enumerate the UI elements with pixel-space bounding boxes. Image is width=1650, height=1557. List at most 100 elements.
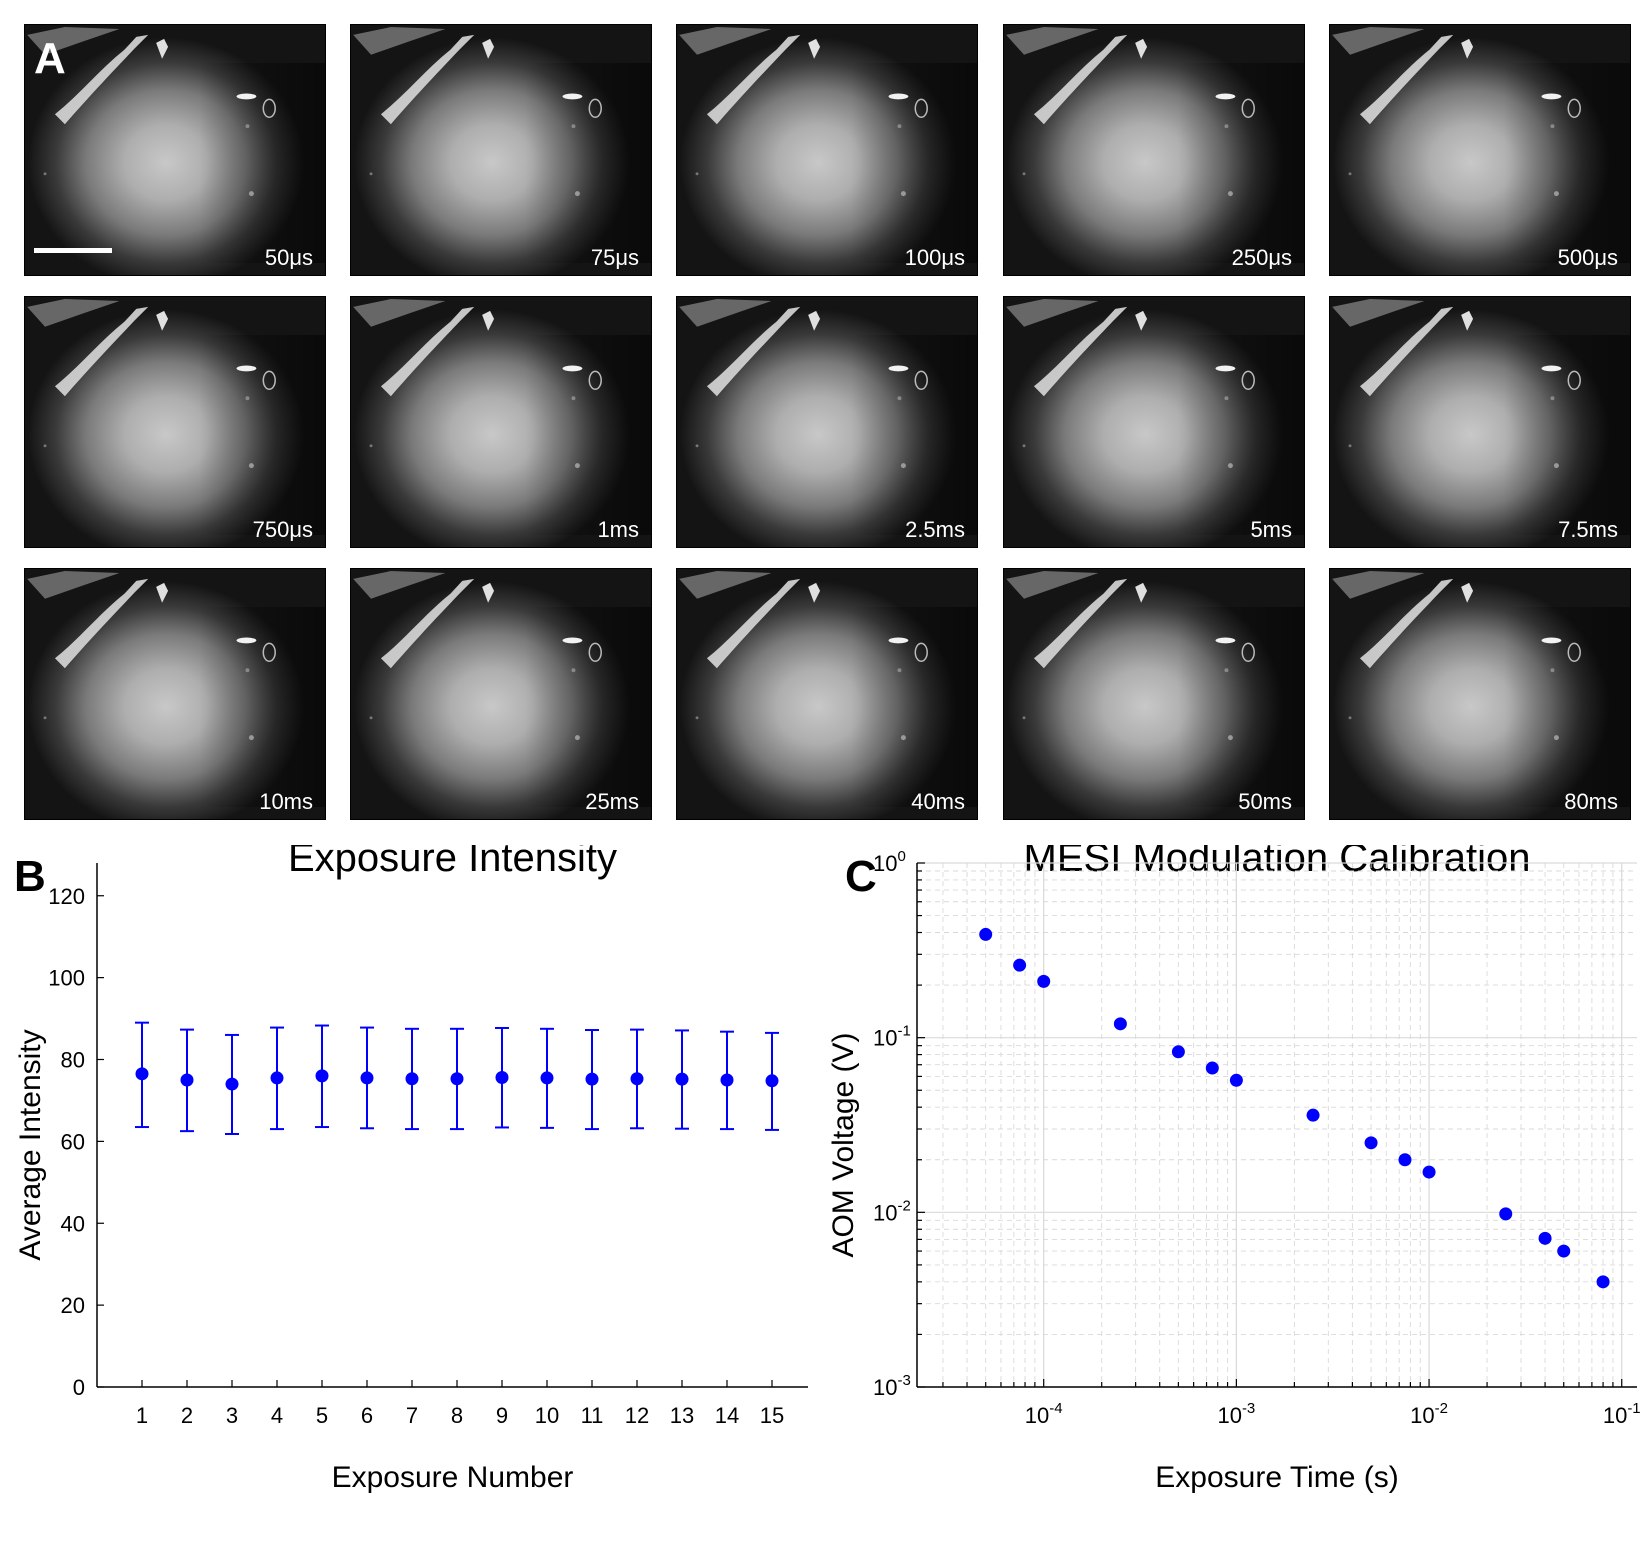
exposure-time-label: 75μs [591,245,639,271]
tick-exponent: 0 [897,848,905,865]
exposure-time-label: 100μs [905,245,965,271]
exposure-image-grid: 50μs 75μs 100μs 250μs 500μs 750μs 1ms 2.5ms 5ms 7… [24,24,1631,820]
bone-edge-image [27,570,276,741]
exposure-time-value: 40ms [911,789,965,814]
tissue-shade [199,62,325,263]
data-point [495,1071,509,1085]
tissue-shade [1178,606,1304,807]
tissue-shade [851,62,977,263]
y-tick-label: 20 [61,1293,85,1318]
exposure-time-label: 50μs [265,245,313,271]
y-axis-label: AOM Voltage (V) [827,1032,860,1257]
y-tick-label: 80 [61,1048,85,1073]
x-tick-label: 4 [271,1403,283,1428]
data-point [1171,1045,1185,1059]
panel-a-letter: A [34,34,66,83]
bone-edge-image [1332,26,1581,197]
data-point [1557,1244,1571,1258]
panel-c-letter: C [845,852,877,901]
exposure-time-value: 50 [264,245,290,270]
x-tick-label: 1 [136,1403,148,1428]
exposure-time-label: 500μs [1558,245,1618,271]
x-tick-label: 9 [496,1403,508,1428]
y-tick-label: 10-3 [873,1372,911,1400]
tissue-shade [525,62,651,263]
tissue-shade [1178,334,1304,535]
tick-exponent: -3 [897,1372,910,1389]
y-tick-label: 100 [873,848,906,876]
x-tick-label: 8 [451,1403,463,1428]
data-point [1113,1017,1127,1031]
data-point [720,1073,734,1087]
exposure-time-label: 1ms [597,517,639,543]
exposure-time-label: 40ms [911,789,965,815]
data-point [315,1069,329,1083]
data-point [1229,1073,1243,1087]
tick-exponent: -3 [1242,1400,1255,1417]
exposure-time-value: 75 [590,245,616,270]
data-point [765,1074,779,1088]
exposure-time-value: 100 [904,245,942,270]
x-tick-label: 7 [406,1403,418,1428]
tick-base: 10 [1217,1403,1241,1428]
exposure-time-value: 50ms [1238,789,1292,814]
x-tick-label: 10-1 [1603,1400,1641,1428]
exposure-time-label: 5ms [1250,517,1292,543]
exposure-image-tile: 10ms [24,568,326,820]
exposure-time-label: 2.5ms [905,517,965,543]
x-tick-label: 6 [361,1403,373,1428]
exposure-time-value: 25ms [585,789,639,814]
tissue-shade [199,334,325,535]
data-point [1538,1231,1552,1245]
exposure-time-value: 500 [1557,245,1595,270]
tick-base: 10 [873,851,897,876]
exposure-time-value: 10ms [259,789,313,814]
exposure-time-label: 10ms [259,789,313,815]
exposure-image-tile: 1ms [350,296,652,548]
data-point [1037,974,1051,988]
x-axis-label: Exposure Number [332,1461,574,1494]
exposure-time-value: 7.5ms [1558,517,1618,542]
exposure-time-value: 80ms [1564,789,1618,814]
data-point [1596,1275,1610,1289]
y-axis-label: Average Intensity [14,1029,47,1260]
x-tick-label: 10-4 [1025,1400,1063,1428]
exposure-image-tile: 100μs [676,24,978,276]
exposure-image-tile: 50ms [1003,568,1305,820]
exposure-time-unit: μs [289,517,313,542]
y-tick-label: 0 [73,1375,85,1400]
exposure-image-tile: 5ms [1003,296,1305,548]
data-point [405,1072,419,1086]
exposure-time-value: 2.5ms [905,517,965,542]
exposure-image-tile: 25ms [350,568,652,820]
tissue-shade [525,606,651,807]
exposure-time-unit: μs [289,245,313,270]
exposure-image-tile: 75μs [350,24,652,276]
data-point [450,1072,464,1086]
data-point [1364,1136,1378,1150]
data-point [180,1073,194,1087]
bone-edge-image [1006,26,1255,197]
bone-edge-image [679,570,928,741]
exposure-time-label: 50ms [1238,789,1292,815]
exposure-time-unit: μs [1594,245,1618,270]
exposure-time-value: 750 [252,517,290,542]
data-point [360,1071,374,1085]
panel-b-letter: B [14,852,46,901]
exposure-time-unit: μs [1268,245,1292,270]
data-point [1499,1207,1513,1221]
y-tick-label: 40 [61,1211,85,1236]
x-tick-label: 3 [226,1403,238,1428]
exposure-image-tile: 2.5ms [676,296,978,548]
y-tick-label: 100 [48,966,85,991]
exposure-time-label: 250μs [1232,245,1292,271]
data-point [1205,1061,1219,1075]
bone-edge-image [1332,570,1581,741]
y-tick-label: 120 [48,884,85,909]
exposure-image-tile: 40ms [676,568,978,820]
x-tick-label: 14 [715,1403,739,1428]
x-axis-label: Exposure Time (s) [1155,1461,1398,1494]
tick-base: 10 [1603,1403,1627,1428]
data-point [225,1077,239,1091]
